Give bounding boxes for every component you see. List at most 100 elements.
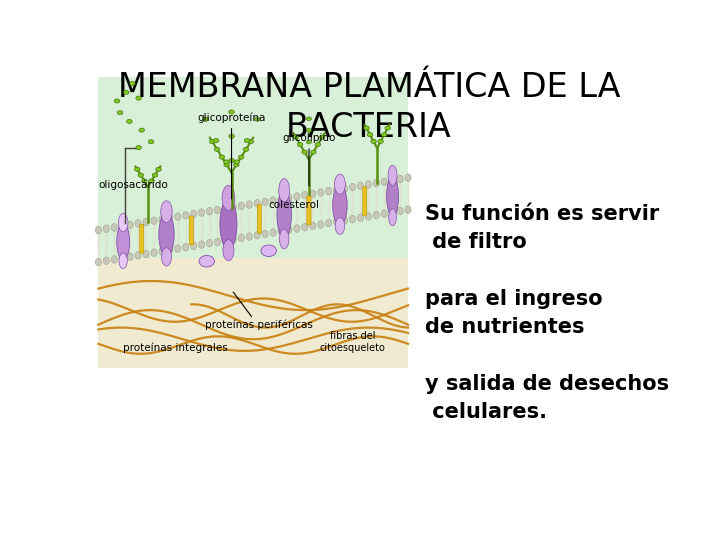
Ellipse shape <box>381 210 387 218</box>
Ellipse shape <box>333 185 347 225</box>
Ellipse shape <box>279 179 289 202</box>
Circle shape <box>117 111 123 114</box>
Circle shape <box>138 173 143 177</box>
Ellipse shape <box>151 249 157 256</box>
Circle shape <box>371 139 377 144</box>
Ellipse shape <box>333 186 340 193</box>
Text: fibras del
citoesqueleto: fibras del citoesqueleto <box>320 331 385 353</box>
Ellipse shape <box>349 183 356 191</box>
Circle shape <box>130 82 135 86</box>
Ellipse shape <box>238 202 244 210</box>
Circle shape <box>229 158 234 163</box>
Ellipse shape <box>119 254 125 262</box>
Circle shape <box>320 135 325 139</box>
Ellipse shape <box>207 240 212 247</box>
Ellipse shape <box>183 244 189 251</box>
Ellipse shape <box>143 218 149 226</box>
Ellipse shape <box>365 213 372 220</box>
Ellipse shape <box>278 227 284 235</box>
Text: glicoproteína: glicoproteína <box>197 112 266 199</box>
FancyBboxPatch shape <box>307 196 311 225</box>
Ellipse shape <box>95 226 102 234</box>
Ellipse shape <box>167 214 173 222</box>
Ellipse shape <box>333 218 340 226</box>
Circle shape <box>224 160 229 164</box>
Circle shape <box>203 117 209 122</box>
Circle shape <box>148 179 154 183</box>
Circle shape <box>123 90 129 94</box>
Circle shape <box>229 110 234 114</box>
Text: Su función es servir: Su función es servir <box>425 204 659 224</box>
Ellipse shape <box>341 217 348 224</box>
Ellipse shape <box>254 232 261 239</box>
Ellipse shape <box>397 207 403 215</box>
FancyBboxPatch shape <box>140 224 144 253</box>
Ellipse shape <box>175 213 181 220</box>
Ellipse shape <box>95 258 102 266</box>
Ellipse shape <box>302 224 308 231</box>
FancyBboxPatch shape <box>99 77 408 258</box>
Circle shape <box>297 143 303 147</box>
Circle shape <box>382 133 387 137</box>
Ellipse shape <box>389 177 395 184</box>
Circle shape <box>307 117 312 120</box>
Ellipse shape <box>318 221 324 228</box>
Ellipse shape <box>183 212 189 219</box>
Circle shape <box>315 143 320 147</box>
Ellipse shape <box>373 211 379 219</box>
Ellipse shape <box>223 240 234 261</box>
Circle shape <box>302 150 307 154</box>
Ellipse shape <box>381 178 387 186</box>
Circle shape <box>152 173 158 177</box>
Circle shape <box>136 96 141 100</box>
Circle shape <box>385 126 390 130</box>
Ellipse shape <box>103 257 109 265</box>
Circle shape <box>367 133 373 137</box>
Ellipse shape <box>357 214 364 221</box>
Ellipse shape <box>357 182 364 190</box>
Ellipse shape <box>159 215 165 223</box>
Ellipse shape <box>117 224 130 260</box>
Ellipse shape <box>143 250 149 258</box>
Ellipse shape <box>254 199 261 207</box>
Ellipse shape <box>207 207 212 215</box>
Ellipse shape <box>222 205 228 212</box>
Circle shape <box>307 129 312 132</box>
Ellipse shape <box>161 201 172 222</box>
Ellipse shape <box>246 201 252 208</box>
Ellipse shape <box>325 187 332 195</box>
Circle shape <box>378 139 384 144</box>
Circle shape <box>224 163 230 167</box>
Ellipse shape <box>222 237 228 245</box>
Circle shape <box>199 255 215 267</box>
Ellipse shape <box>191 210 197 218</box>
Ellipse shape <box>215 238 220 246</box>
Ellipse shape <box>127 253 133 260</box>
Circle shape <box>114 99 120 103</box>
Ellipse shape <box>262 230 269 238</box>
Ellipse shape <box>349 215 356 223</box>
Ellipse shape <box>294 193 300 200</box>
Ellipse shape <box>310 190 316 198</box>
Ellipse shape <box>167 246 173 254</box>
Ellipse shape <box>277 191 292 238</box>
Circle shape <box>255 117 260 122</box>
Ellipse shape <box>262 198 269 206</box>
FancyBboxPatch shape <box>99 258 408 368</box>
Text: glicolípido: glicolípido <box>282 133 336 186</box>
Circle shape <box>244 139 250 143</box>
Text: colesterol: colesterol <box>269 200 320 210</box>
Circle shape <box>139 128 145 132</box>
Text: de filtro: de filtro <box>425 232 526 252</box>
Circle shape <box>219 155 225 159</box>
Ellipse shape <box>310 222 316 230</box>
Ellipse shape <box>270 197 276 204</box>
Ellipse shape <box>159 247 165 255</box>
Ellipse shape <box>341 185 348 192</box>
Ellipse shape <box>336 218 345 234</box>
Text: para el ingreso: para el ingreso <box>425 289 603 309</box>
Ellipse shape <box>220 199 237 249</box>
Ellipse shape <box>270 229 276 237</box>
Ellipse shape <box>397 176 403 183</box>
Ellipse shape <box>365 180 372 188</box>
